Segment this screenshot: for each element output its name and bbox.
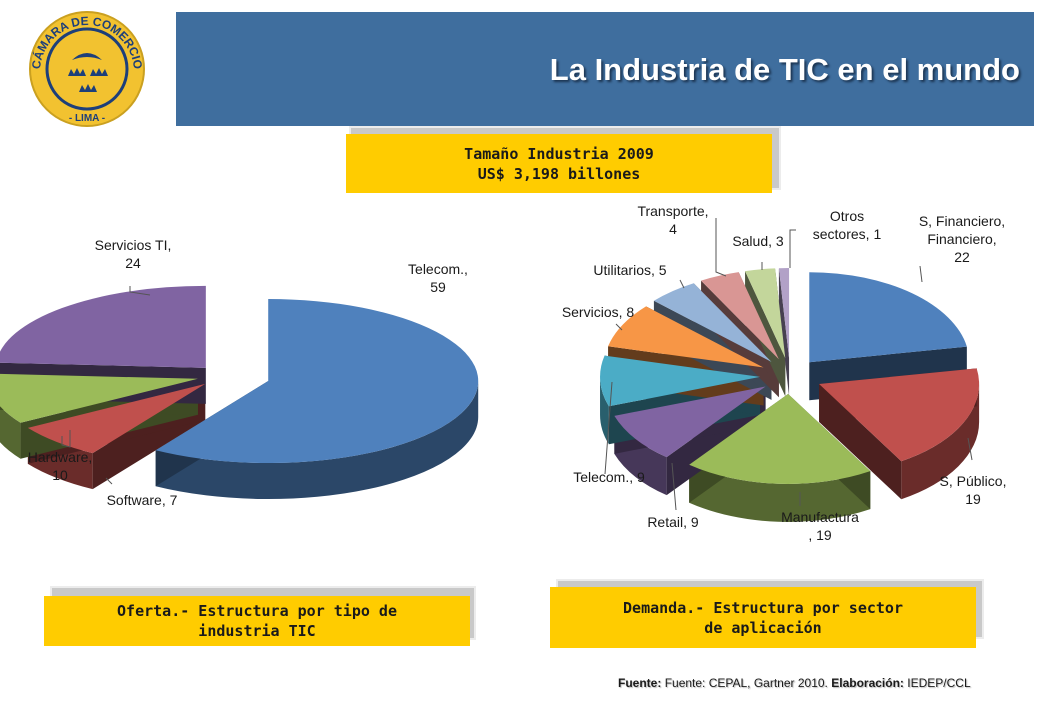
- pie-slice-s-financiero: [809, 272, 967, 363]
- data-label: Telecom., 59: [408, 261, 468, 295]
- pie-slice-side: [901, 383, 980, 500]
- leader-line: [671, 462, 677, 511]
- leader-line: [61, 430, 71, 448]
- pie-slice-s-p-blico: [819, 368, 980, 462]
- data-label: Transporte, 4: [637, 203, 708, 237]
- data-label: Otros sectores, 1: [813, 208, 882, 242]
- data-label: Salud, 3: [732, 233, 784, 249]
- industry-size-line1: Tamaño Industria 2009: [464, 144, 654, 163]
- source-note: Fuente: Fuente: CEPAL, Gartner 2010. Ela…: [618, 676, 971, 690]
- svg-text:- LIMA -: - LIMA -: [69, 113, 105, 124]
- leader-line: [715, 218, 727, 277]
- data-label: Hardware, 10: [28, 449, 93, 483]
- elaboration-text: IEDEP/CCL: [907, 676, 971, 690]
- pie-slice-utilitarios: [653, 283, 772, 362]
- pie-slice-side: [155, 381, 479, 500]
- oferta-pie-chart: [0, 285, 479, 500]
- pie-slice-salud: [745, 268, 786, 359]
- data-label: Servicios, 8: [562, 304, 635, 320]
- header-band: La Industria de TIC en el mundo: [176, 12, 1034, 126]
- pie-slice-side: [0, 406, 21, 459]
- leader-line: [967, 437, 973, 461]
- pie-slice-side: [689, 464, 871, 522]
- industry-size-box: Tamaño Industria 2009 US$ 3,198 billones: [346, 134, 772, 193]
- leader-line: [129, 286, 151, 296]
- demanda-caption-line2: de aplicación: [704, 618, 822, 637]
- leader-line: [679, 279, 685, 289]
- pie-slice-retail: [614, 386, 766, 458]
- data-label: Servicios TI, 24: [95, 237, 172, 271]
- oferta-caption-box: Oferta.- Estructura por tipo de industri…: [44, 596, 470, 646]
- industry-size-line2: US$ 3,198 billones: [477, 164, 641, 183]
- elaboration-label: Elaboración:: [831, 676, 904, 690]
- oferta-caption-line1: Oferta.- Estructura por tipo de: [117, 602, 397, 620]
- data-label: Manufactura, 19: [781, 509, 859, 543]
- data-label: Retail, 9: [647, 514, 699, 530]
- leader-line: [919, 265, 923, 283]
- pie-slice-servicios-ti: [0, 285, 206, 368]
- pie-slice-manufactura: [689, 393, 871, 484]
- pie-slice-side: [600, 376, 609, 445]
- source-text: Fuente: CEPAL, Gartner 2010.: [664, 676, 828, 690]
- data-label: S, Financiero, Financiero, 22: [919, 213, 1005, 265]
- slide-title: La Industria de TIC en el mundo: [549, 52, 1020, 87]
- pie-slice-telecom-: [155, 299, 479, 464]
- source-label: Fuente:: [618, 676, 662, 690]
- oferta-caption-line2: industria TIC: [198, 622, 316, 640]
- demanda-pie-chart: [600, 268, 980, 522]
- pie-slice-hardware: [0, 373, 198, 423]
- pie-slice-software: [27, 383, 206, 454]
- data-label: Telecom., 9: [573, 469, 645, 485]
- demanda-caption-box: Demanda.- Estructura por sector de aplic…: [550, 587, 976, 648]
- pie-slice-otros-sectores: [778, 268, 790, 359]
- leader-line: [615, 323, 623, 331]
- pie-slice-wall: [778, 268, 790, 397]
- chamber-logo: CÁMARA DE COMERCIO - LIMA -: [29, 11, 145, 127]
- data-label: Software, 7: [107, 492, 178, 508]
- demanda-caption-line1: Demanda.- Estructura por sector: [623, 598, 903, 617]
- leader-line: [604, 381, 613, 475]
- data-label: S, Público, 19: [940, 473, 1007, 507]
- pie-slice-transporte: [701, 272, 779, 360]
- leader-line: [105, 477, 113, 485]
- pie-slice-servicios: [608, 306, 764, 368]
- data-label: Utilitarios, 5: [593, 262, 666, 278]
- pie-slice-telecom-: [600, 355, 761, 407]
- pie-slice-wall: [819, 383, 902, 500]
- pie-labels: Telecom., 59 Servicios TI, 24 Hardware, 10 Sof…: [28, 203, 1007, 543]
- leader-line: [789, 229, 796, 268]
